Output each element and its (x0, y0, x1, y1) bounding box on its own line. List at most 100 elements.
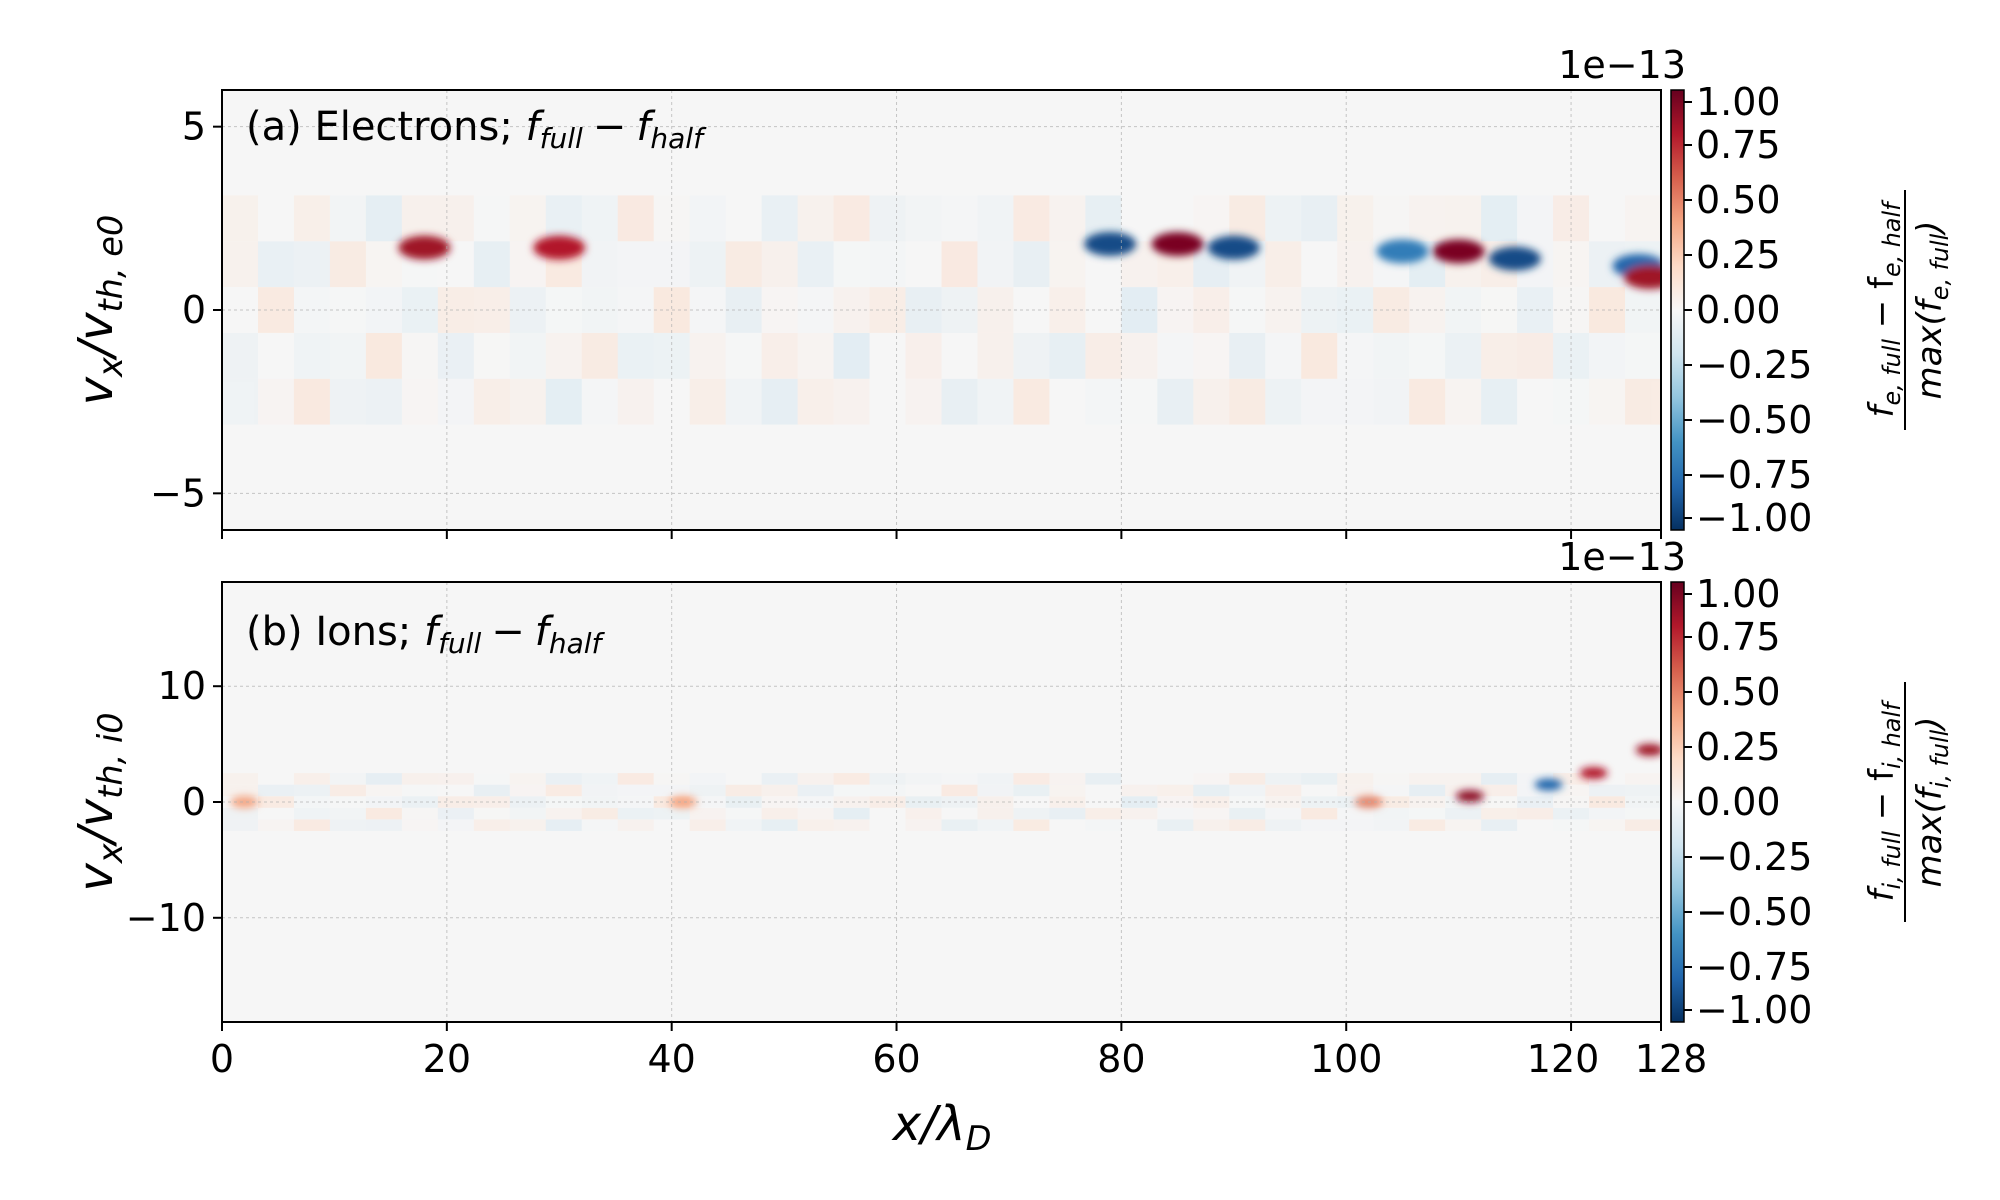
heatmap-feature (1207, 235, 1260, 260)
x-tick-label: 40 (648, 1037, 696, 1081)
background-band (257, 819, 295, 831)
background-band (1373, 332, 1411, 379)
background-band (1445, 378, 1483, 425)
background-band (222, 195, 259, 242)
background-band (1265, 332, 1303, 379)
background-band (941, 332, 979, 379)
background-band (329, 807, 367, 820)
background-band (833, 241, 871, 288)
heatmap-feature (533, 235, 586, 260)
background-band (1121, 807, 1159, 820)
background-band (1157, 378, 1195, 425)
background-band (1229, 195, 1267, 242)
background-band (1301, 378, 1339, 425)
background-band (1193, 195, 1231, 242)
background-band (545, 195, 583, 242)
background-band (725, 332, 763, 379)
background-band (257, 332, 295, 379)
background-band (1121, 773, 1159, 785)
background-band (365, 241, 403, 288)
background-band (1049, 773, 1087, 785)
background-band (653, 784, 691, 797)
background-band (941, 195, 979, 242)
background-band (509, 819, 547, 831)
background-band (833, 784, 871, 797)
background-band (401, 195, 439, 242)
panel-b-x-axis: 0 20 40 60 80 100 120 128 (210, 1022, 1707, 1081)
background-band (401, 784, 439, 797)
background-band (1337, 241, 1375, 288)
background-band (761, 241, 799, 288)
background-band (1553, 784, 1591, 797)
background-band (1373, 195, 1411, 242)
background-band (1193, 332, 1231, 379)
background-band (869, 241, 907, 288)
background-band (941, 796, 979, 808)
background-band (257, 773, 295, 785)
background-band (1589, 796, 1627, 808)
background-band (509, 378, 547, 425)
panel-a-colorbar (1670, 89, 1685, 531)
background-band (1157, 332, 1195, 379)
panel-a-grid (222, 90, 1661, 530)
x-tick-label: 60 (872, 1037, 920, 1081)
background-band (401, 773, 439, 785)
colorbar-tick-label: 1.00 (1696, 572, 1781, 616)
heatmap-feature (1376, 239, 1429, 264)
background-band (617, 378, 655, 425)
background-band (725, 819, 763, 831)
heatmap-feature (1635, 743, 1661, 756)
panel-b-colorbar (1670, 581, 1685, 1023)
background-band (977, 819, 1015, 831)
background-band (365, 807, 403, 820)
background-band (222, 784, 259, 797)
background-band (257, 784, 295, 797)
background-band (1013, 773, 1051, 785)
background-band (365, 784, 403, 797)
background-band (1589, 784, 1627, 797)
background-band (1517, 287, 1555, 333)
background-band (1121, 378, 1159, 425)
background-band (473, 784, 511, 797)
background-band (509, 332, 547, 379)
background-band (869, 784, 907, 797)
background-band (293, 332, 331, 379)
background-band (1229, 796, 1267, 808)
background-band (761, 807, 799, 820)
background-band (222, 332, 259, 379)
background-band (833, 819, 871, 831)
background-band (725, 195, 763, 242)
background-band (473, 819, 511, 831)
background-band (797, 819, 835, 831)
background-band (1445, 195, 1483, 242)
background-band (329, 332, 367, 379)
background-band (1409, 796, 1447, 808)
background-band (401, 819, 439, 831)
background-band (1445, 287, 1483, 333)
background-band (1301, 796, 1339, 808)
background-band (1049, 819, 1087, 831)
background-band (1085, 784, 1123, 797)
background-band (1625, 819, 1661, 831)
background-band (761, 819, 799, 831)
background-band (329, 195, 367, 242)
background-band (905, 332, 943, 379)
background-band (833, 332, 871, 379)
background-band (1013, 819, 1051, 831)
heatmap-feature (1488, 246, 1541, 271)
background-band (941, 378, 979, 425)
background-band (293, 241, 331, 288)
background-band (869, 378, 907, 425)
background-band (401, 332, 439, 379)
background-band (689, 195, 727, 242)
panel-a-annotation: (a) Electrons; ffull − fhalf (246, 104, 707, 155)
background-band (222, 241, 259, 288)
background-band (545, 819, 583, 831)
background-band (1409, 195, 1447, 242)
background-band (1157, 773, 1195, 785)
background-band (1337, 807, 1375, 820)
x-tick-label: 80 (1097, 1037, 1145, 1081)
background-band (329, 773, 367, 785)
background-band (617, 332, 655, 379)
